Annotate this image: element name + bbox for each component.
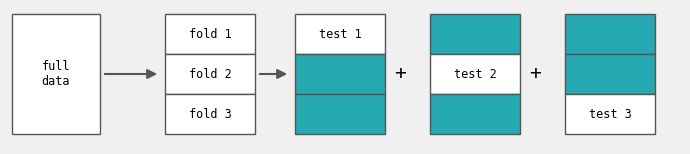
Bar: [430, 94, 520, 134]
Bar: [565, 94, 655, 134]
Text: full
data: full data: [42, 60, 70, 88]
Bar: [430, 14, 520, 54]
Text: fold 2: fold 2: [188, 67, 231, 81]
Text: test 1: test 1: [319, 28, 362, 41]
Bar: [165, 94, 255, 134]
Text: +: +: [394, 65, 406, 83]
Bar: [295, 14, 385, 54]
Text: +: +: [529, 65, 541, 83]
Bar: [295, 94, 385, 134]
Bar: [165, 54, 255, 94]
Text: test 2: test 2: [453, 67, 496, 81]
Text: test 3: test 3: [589, 107, 631, 120]
Bar: [565, 54, 655, 94]
Bar: [165, 14, 255, 54]
Bar: [12, 14, 100, 134]
Text: fold 1: fold 1: [188, 28, 231, 41]
Bar: [565, 14, 655, 54]
Bar: [295, 54, 385, 94]
Bar: [430, 54, 520, 94]
Text: fold 3: fold 3: [188, 107, 231, 120]
